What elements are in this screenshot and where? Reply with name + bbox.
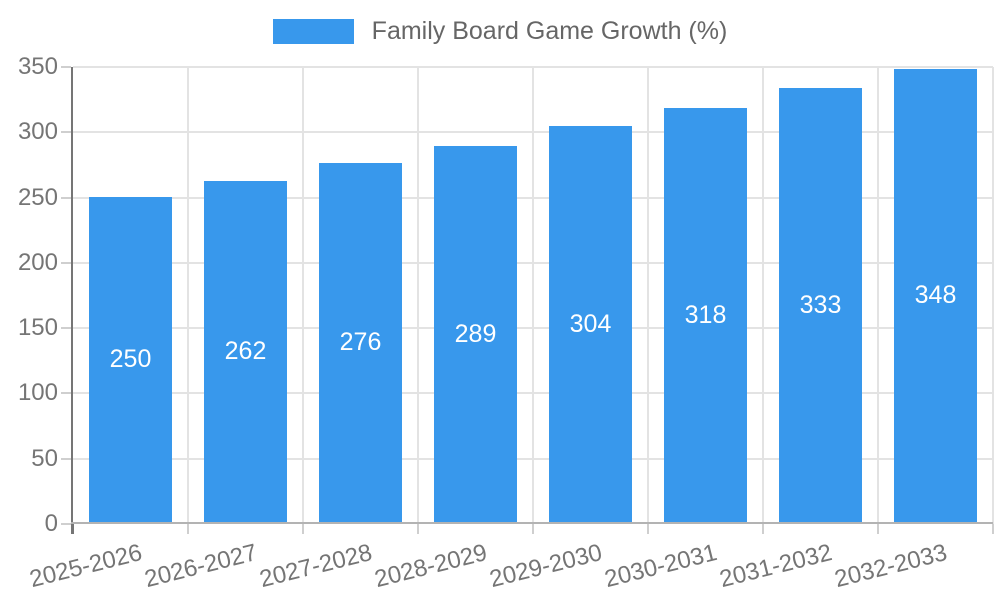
x-tick-label: 2028-2029 [371,539,490,594]
y-tick-mark [61,66,71,68]
y-tick-label: 150 [17,314,58,342]
v-gridline [417,67,419,524]
bar[interactable]: 289 [434,145,517,523]
y-tick-mark [61,457,71,460]
y-tick-mark [61,196,71,199]
y-tick-label: 350 [17,53,58,80]
v-gridline [532,67,534,524]
y-tick-label: 0 [44,510,58,537]
x-tick-label: 2026-2027 [141,539,260,594]
bar[interactable]: 250 [89,196,172,523]
y-tick-label: 200 [17,248,58,276]
x-tick-label: 2029-2030 [486,539,605,594]
x-tick-mark [532,524,534,534]
v-gridline [302,67,304,524]
bar-value-label: 333 [799,291,842,320]
v-gridline [647,67,649,524]
y-tick-mark [61,523,71,525]
bar-value-label: 276 [339,328,382,357]
bar[interactable]: 276 [319,162,402,523]
bar-value-label: 262 [224,337,267,366]
x-tick-mark [417,524,419,534]
legend-label: Family Board Game Growth (%) [371,17,728,45]
bar-value-label: 304 [569,310,612,339]
x-tick-mark [647,524,649,534]
x-tick-mark [877,524,879,534]
bar-value-label: 250 [109,345,152,374]
y-tick-label: 300 [17,118,58,146]
v-gridline [762,67,764,524]
x-tick-mark [302,524,304,534]
v-gridline [992,67,994,524]
v-gridline [877,67,879,524]
x-tick-label: 2032-2033 [831,539,950,594]
x-tick-mark [992,524,994,534]
bar[interactable]: 333 [779,88,862,523]
plot-area: 250 262 276 289 304 318 333 348 0 50 100 150 200 250… [18,55,994,593]
bar-value-label: 348 [914,281,957,310]
bar[interactable]: 262 [204,180,287,523]
bar-value-label: 289 [454,319,497,348]
y-tick-mark [61,261,71,264]
legend-swatch [272,19,354,44]
bar-value-label: 318 [684,300,727,329]
bar[interactable]: 304 [549,126,632,523]
y-tick-mark [61,327,71,330]
v-gridline [187,67,189,524]
x-tick-label: 2027-2028 [256,539,375,594]
y-tick-mark [61,131,71,134]
bar[interactable]: 348 [894,68,977,523]
x-tick-label: 2030-2031 [601,539,720,594]
y-tick-label: 100 [17,379,58,407]
y-tick-label: 250 [17,183,58,211]
y-tick-label: 50 [31,444,58,472]
x-tick-label: 2025-2026 [26,539,145,594]
x-tick-label: 2031-2032 [716,539,835,594]
y-tick-mark [61,392,71,395]
bar[interactable]: 318 [664,107,747,523]
y-axis-line [71,67,73,534]
x-tick-mark [762,524,764,534]
x-axis-line [71,522,993,524]
chart-legend[interactable]: Family Board Game Growth (%) [0,18,1000,45]
x-tick-mark [187,524,189,534]
x-tick-mark [72,524,74,534]
